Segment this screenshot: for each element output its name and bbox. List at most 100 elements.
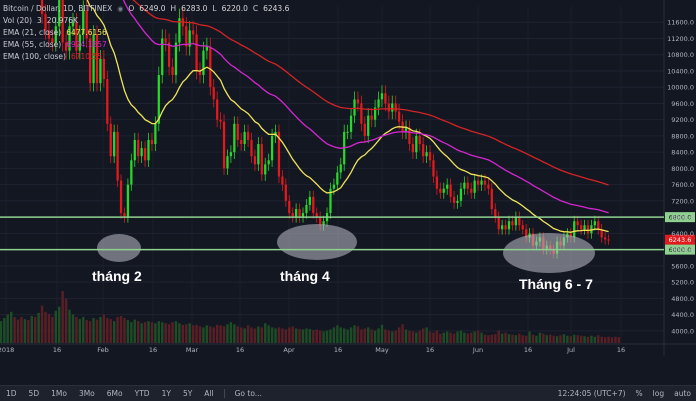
candle xyxy=(54,26,57,43)
candle xyxy=(202,50,205,76)
price-tag-label: 6000.0 xyxy=(669,246,692,254)
candle xyxy=(518,217,521,226)
y-tick-label: 6000.0 xyxy=(671,246,694,254)
candle xyxy=(243,131,246,145)
percent-toggle[interactable]: % xyxy=(635,389,643,398)
ema100-value: 6710.55 xyxy=(70,52,102,61)
candle xyxy=(89,38,92,84)
volume-bar xyxy=(109,319,112,343)
candle xyxy=(219,119,222,122)
candle xyxy=(123,213,126,218)
volume-bar xyxy=(363,328,367,343)
candle xyxy=(380,93,384,100)
volume-bar xyxy=(288,327,291,343)
candle xyxy=(130,160,133,185)
y-tick-label: 4800.0 xyxy=(671,295,694,303)
goto-button[interactable]: Go to... xyxy=(234,389,262,398)
volume-bar xyxy=(219,325,222,343)
price-tag-bg xyxy=(665,212,695,223)
volume-bar xyxy=(610,337,614,343)
auto-toggle[interactable]: auto xyxy=(674,389,691,398)
y-tick-label: 9200.0 xyxy=(671,116,694,124)
annotation-feb: tháng 2 xyxy=(92,268,142,284)
vol-row[interactable]: Vol (20) 3 20.976K xyxy=(3,15,289,27)
volume-bar xyxy=(404,329,408,343)
volume-bar xyxy=(466,333,470,343)
candle xyxy=(370,115,373,120)
volume-bar xyxy=(308,328,312,343)
volume-bar xyxy=(318,330,322,343)
timeframe-ytd[interactable]: YTD xyxy=(134,389,150,398)
price-tag-label: 6243.6 xyxy=(669,236,692,244)
volume-bar xyxy=(58,306,61,343)
candle xyxy=(353,99,356,116)
volume-bar xyxy=(377,328,380,343)
volume-bar xyxy=(370,329,373,343)
volume-bar xyxy=(246,325,250,343)
ohlc-l-label: L xyxy=(212,4,217,13)
candle xyxy=(600,229,603,238)
candle xyxy=(126,184,130,218)
candle xyxy=(281,176,284,185)
candle xyxy=(428,152,432,161)
candle xyxy=(188,30,191,47)
volume-bar xyxy=(75,317,78,343)
eye-icon[interactable]: ◉ xyxy=(117,5,124,13)
volume-bar xyxy=(174,321,178,343)
ema21-row[interactable]: EMA (21, close) 6477.6156 xyxy=(3,27,289,39)
candle xyxy=(270,135,274,161)
x-tick-label: 16 xyxy=(334,346,342,354)
candle xyxy=(233,123,236,153)
volume-bar xyxy=(415,332,418,343)
candle xyxy=(408,127,411,145)
volume-bar xyxy=(490,334,494,343)
candle xyxy=(64,42,68,51)
timeframe-3mo[interactable]: 3Mo xyxy=(78,389,95,398)
volume-bar xyxy=(442,332,445,343)
y-tick-label: 5600.0 xyxy=(671,262,694,270)
volume-bar xyxy=(284,329,288,343)
candle xyxy=(394,103,397,112)
volume-bar xyxy=(27,320,30,343)
candle xyxy=(78,34,81,51)
volume-bar xyxy=(133,319,136,343)
timeframe-1y[interactable]: 1Y xyxy=(161,389,171,398)
volume-bar xyxy=(507,334,511,343)
timeframe-1d[interactable]: 1D xyxy=(6,389,17,398)
candle xyxy=(250,139,253,157)
timeframe-5y[interactable]: 5Y xyxy=(182,389,193,398)
volume-bar xyxy=(68,309,71,343)
volume-bar xyxy=(85,320,88,343)
candle xyxy=(411,144,414,153)
volume-bar xyxy=(171,322,174,343)
y-tick-label: 6800.0 xyxy=(671,214,694,222)
candle xyxy=(119,180,123,214)
candle xyxy=(85,10,88,39)
volume-bar xyxy=(281,328,284,343)
time-axis[interactable]: 2018 16 Feb 16 Mar 16 Apr 16 May 16 Jun 16 Jul 16 xyxy=(0,346,625,354)
candle xyxy=(494,209,497,218)
ema55-row[interactable]: EMA (55, close) 6924.1857 xyxy=(3,39,289,51)
candle xyxy=(466,182,469,189)
x-tick-label: Feb xyxy=(97,346,109,354)
volume-bar xyxy=(583,336,586,343)
candle xyxy=(346,131,349,133)
price-axis[interactable]: 4000.0 4400.0 4800.0 5200.0 5600.0 6000.0 6400… xyxy=(667,19,694,336)
ema-lines xyxy=(86,0,609,233)
timeframe-1mo[interactable]: 1Mo xyxy=(51,389,67,398)
volume-bar xyxy=(226,324,229,343)
ema100-row[interactable]: EMA (100, close) 6710.55 xyxy=(3,51,289,63)
x-tick-label: 16 xyxy=(149,346,157,354)
timeframe-all[interactable]: All xyxy=(204,389,214,398)
timeframe-5d[interactable]: 5D xyxy=(28,389,40,398)
volume-bar xyxy=(270,327,274,343)
log-toggle[interactable]: log xyxy=(652,389,665,398)
volume-bar xyxy=(195,324,198,343)
candle xyxy=(236,123,239,140)
timeframe-6mo[interactable]: 6Mo xyxy=(106,389,123,398)
volume-bar xyxy=(102,314,106,343)
volume-bar xyxy=(78,319,82,343)
highlight-oval xyxy=(503,233,595,273)
volume-bar xyxy=(411,331,415,343)
